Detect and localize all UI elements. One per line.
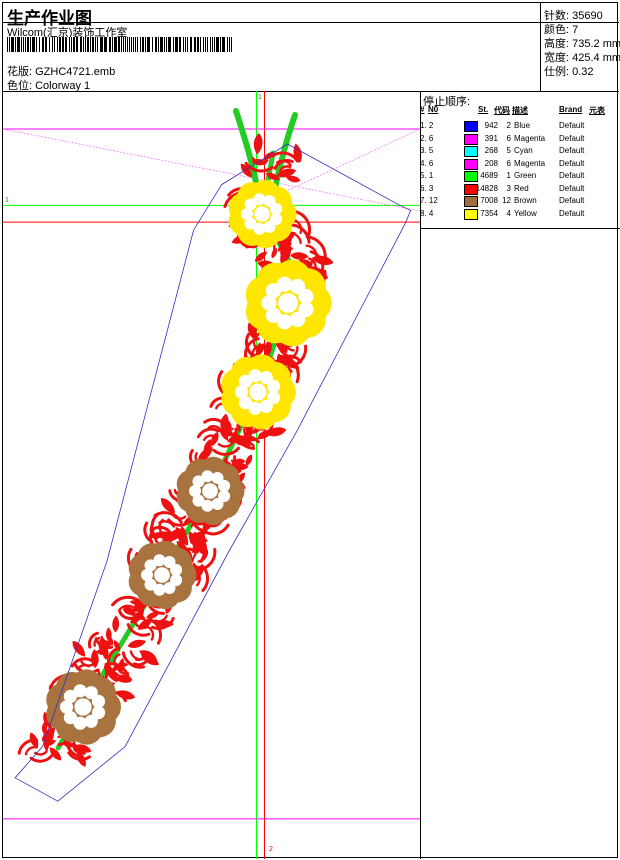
svg-text:1: 1 bbox=[5, 197, 9, 204]
svg-text:2: 2 bbox=[269, 846, 273, 853]
svg-text:1: 1 bbox=[258, 94, 262, 101]
